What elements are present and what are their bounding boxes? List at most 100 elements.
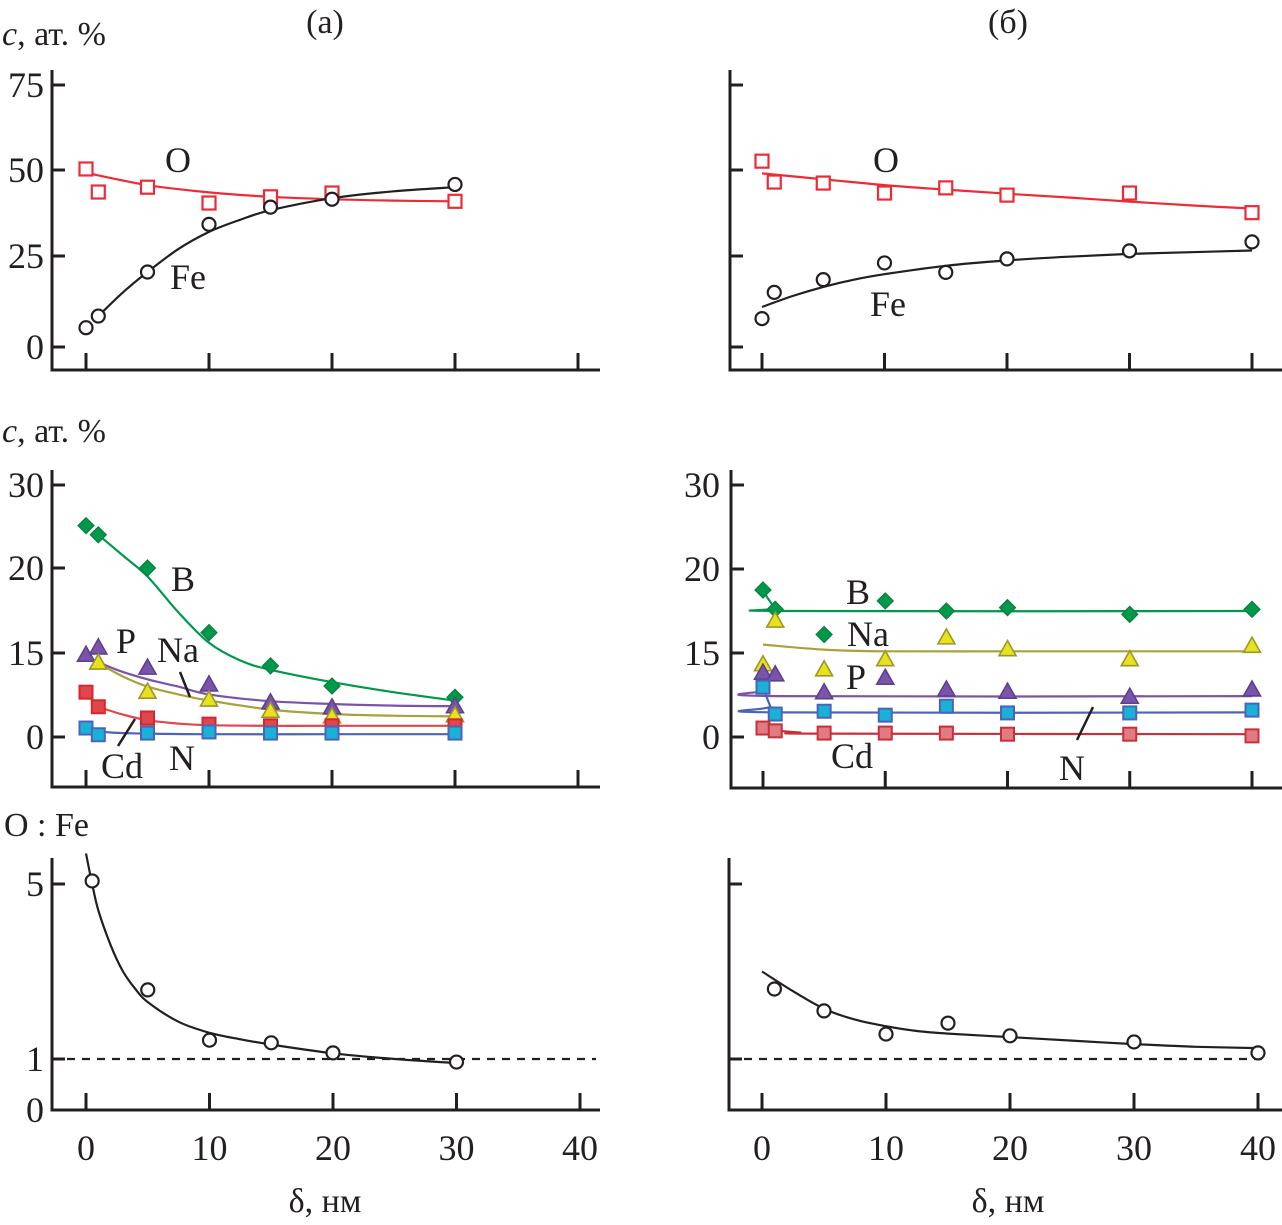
series-o	[78, 161, 463, 211]
series-n	[78, 720, 463, 743]
data-point	[765, 610, 786, 628]
data-point	[140, 725, 155, 741]
data-point	[1120, 605, 1139, 624]
data-point	[816, 1003, 832, 1019]
data-point	[936, 679, 957, 697]
series-o	[754, 153, 1260, 221]
data-point	[263, 725, 278, 741]
fit-curve-na	[762, 643, 1253, 653]
data-point	[938, 180, 954, 196]
data-point	[878, 1026, 894, 1042]
data-point	[754, 581, 772, 599]
data-point	[78, 720, 94, 736]
data-point	[1244, 234, 1260, 250]
data-point	[767, 706, 783, 722]
data-point	[999, 187, 1015, 203]
data-point	[1119, 649, 1140, 667]
fit-curve-o-fe	[84, 853, 457, 1065]
data-point	[997, 681, 1018, 700]
data-point	[324, 725, 340, 741]
y-tick-label: 5	[26, 864, 44, 904]
data-point	[90, 308, 106, 324]
data-point	[260, 700, 281, 719]
data-point	[1122, 726, 1138, 742]
data-point	[139, 264, 156, 280]
data-point	[815, 175, 831, 191]
data-point	[1244, 728, 1260, 744]
data-point	[262, 199, 279, 215]
data-point	[90, 184, 106, 200]
series-o-fe	[766, 981, 1266, 1061]
data-point	[89, 525, 108, 544]
chart-a-middle: 0 15 20 30 BP Na Cd N	[8, 465, 600, 789]
data-point	[137, 657, 158, 675]
chart-b-bottom: 0 10 20 30 40	[727, 858, 1282, 1168]
data-point	[200, 623, 218, 642]
data-point	[754, 311, 770, 327]
series-label-cd: Cd	[831, 736, 873, 776]
data-point	[815, 272, 831, 288]
series-b	[754, 581, 1261, 644]
data-point	[814, 659, 834, 677]
data-point	[1242, 635, 1262, 654]
ylabel-bottom: O : Fe	[4, 807, 89, 844]
y-tick-label: 1	[26, 1039, 44, 1079]
y-tick-label: 50	[8, 150, 44, 190]
chart-b-top: O Fe	[728, 70, 1282, 372]
data-point	[140, 710, 155, 726]
x-tick-label: 0	[77, 1128, 95, 1168]
data-point	[876, 592, 895, 610]
series-label-n: N	[1059, 748, 1085, 788]
x-tick-label: 30	[439, 1128, 475, 1168]
label-leader-line	[178, 671, 192, 698]
data-point	[139, 179, 156, 195]
data-point	[877, 725, 893, 741]
data-point	[755, 720, 771, 736]
data-point	[1250, 1045, 1266, 1061]
x-tick-label: 10	[192, 1128, 228, 1168]
y-tick-label: 0	[26, 1090, 44, 1130]
data-point	[1242, 679, 1262, 697]
data-point	[263, 1035, 279, 1051]
data-point	[936, 627, 957, 645]
series-label-fe: Fe	[870, 284, 906, 324]
data-point	[88, 637, 109, 655]
x-tick-label: 20	[992, 1128, 1028, 1168]
ylabel-top: c, ат. %	[2, 16, 106, 53]
series-label-n: N	[169, 738, 195, 778]
data-point	[766, 284, 782, 300]
data-point	[815, 625, 833, 644]
y-tick-label: 30	[8, 465, 44, 505]
panel-title-a: (a)	[306, 4, 344, 41]
y-tick-label: 0	[26, 327, 44, 367]
data-point	[323, 677, 341, 695]
data-point	[325, 1045, 341, 1061]
data-point	[90, 727, 106, 743]
data-point	[1119, 686, 1140, 705]
data-point	[766, 981, 783, 997]
y-tick-label: 20	[684, 549, 720, 589]
x-tick-label: 20	[315, 1128, 351, 1168]
x-tick-label: 30	[1116, 1128, 1152, 1168]
data-point	[938, 698, 954, 714]
y-tick-label: 20	[8, 548, 44, 588]
data-point	[90, 699, 106, 715]
data-point	[876, 185, 893, 201]
data-point	[447, 176, 463, 193]
data-point	[199, 674, 219, 692]
data-point	[1244, 702, 1260, 718]
data-point	[754, 153, 770, 169]
data-point	[324, 191, 340, 207]
data-point	[876, 255, 893, 271]
fit-curve-b	[97, 533, 456, 702]
data-point	[875, 649, 896, 667]
data-point	[448, 1054, 465, 1070]
data-point	[1244, 205, 1260, 221]
series-n	[755, 679, 1260, 723]
series-p	[753, 662, 1262, 705]
data-point	[766, 174, 782, 190]
fit-curve-n	[737, 686, 1253, 714]
svg-text:c, ат. %: c, ат. %	[2, 413, 106, 450]
